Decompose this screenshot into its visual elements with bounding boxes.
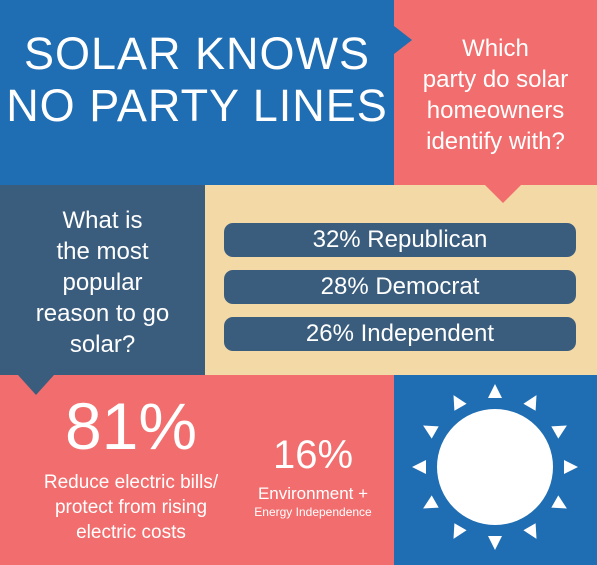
sun-ray [453, 523, 467, 539]
primary-reason-line-2: protect from rising [54, 497, 208, 518]
party-question-panel [394, 0, 597, 185]
reasons-panel [0, 375, 394, 565]
party-question-pointer [485, 185, 521, 203]
reason-question-line-5: solar? [69, 331, 136, 358]
sun-rays [412, 384, 578, 550]
sun-ray [423, 495, 439, 509]
primary-reason-line-1: Reduce electric bills/ [43, 472, 219, 493]
reason-question-line-1: What is [62, 207, 143, 234]
reason-question-line-2: the most [56, 238, 149, 265]
party-question: Which party do solar homeowners identify… [394, 33, 597, 157]
stat-pill-democrat: 28% Democrat [224, 270, 576, 304]
reason-question-panel [0, 185, 205, 375]
title-line-2: NO PARTY LINES [6, 80, 388, 131]
reason-question-line-3: popular [62, 269, 143, 296]
reason-question-line-4: reason to go [35, 300, 170, 327]
sun-ray [564, 460, 578, 474]
sun-disc [437, 409, 553, 525]
reason-question: What is the most popular reason to go so… [0, 205, 205, 360]
stat-pill-republican: 32% Republican [224, 223, 576, 257]
sun-ray [423, 425, 439, 439]
title-panel [0, 0, 394, 185]
secondary-reason-label: Environment + Energy Independence [238, 484, 388, 520]
title-pointer [394, 26, 412, 54]
party-question-line-3: homeowners [426, 97, 565, 124]
sun-icon [412, 384, 578, 550]
stat-pill-independent: 26% Independent [224, 317, 576, 351]
secondary-reason-line-2: Energy Independence [254, 505, 372, 519]
reason-question-pointer [18, 375, 54, 395]
primary-reason-label: Reduce electric bills/ protect from risi… [0, 470, 262, 545]
sun-ray [453, 395, 467, 411]
primary-reason-value: 81% [64, 389, 198, 463]
sun-ray [551, 495, 567, 509]
secondary-reason-value: 16% [272, 433, 354, 477]
sun-ray [523, 395, 537, 411]
primary-reason-line-3: electric costs [76, 522, 186, 543]
page-title: SOLAR KNOWS NO PARTY LINES [0, 28, 394, 132]
party-question-line-4: identify with? [426, 128, 565, 155]
sun-ray [412, 460, 426, 474]
sun-ray [523, 523, 537, 539]
secondary-reason-line-1: Environment + [257, 484, 369, 503]
party-question-line-2: party do solar [422, 66, 569, 93]
title-line-1: SOLAR KNOWS [23, 28, 371, 79]
party-question-line-1: Which [462, 35, 529, 62]
sun-ray [488, 536, 502, 550]
sun-ray [488, 384, 502, 398]
sun-ray [551, 425, 567, 439]
